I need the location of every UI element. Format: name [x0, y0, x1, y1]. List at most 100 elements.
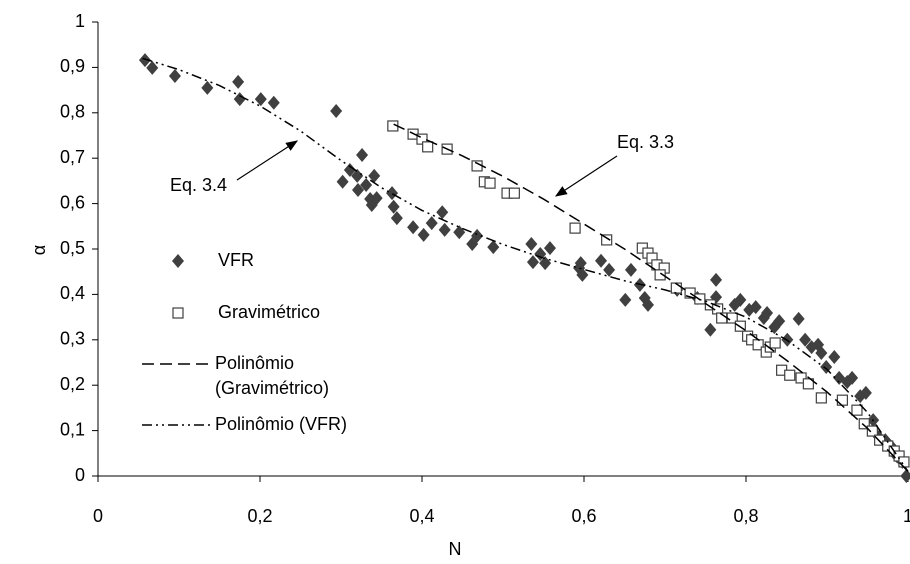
point: [487, 240, 500, 255]
point: [232, 74, 245, 89]
point: [851, 404, 863, 416]
y-tick-label: 0,9: [60, 56, 85, 76]
point: [138, 53, 151, 68]
point: [654, 269, 666, 281]
point: [859, 385, 872, 400]
point: [576, 267, 589, 282]
point: [352, 182, 365, 197]
point: [749, 300, 762, 315]
point: [407, 220, 420, 235]
point: [820, 360, 833, 375]
y-tick-label: 0,3: [60, 329, 85, 349]
annotation: Eq. 3.3: [617, 132, 674, 152]
point: [343, 163, 356, 178]
point: [603, 262, 616, 277]
point: [799, 332, 812, 347]
point: [595, 253, 608, 268]
point: [471, 228, 484, 243]
point: [336, 174, 349, 189]
point: [846, 370, 859, 385]
point: [525, 237, 538, 252]
point: [569, 222, 581, 234]
point: [508, 187, 520, 199]
point: [761, 306, 774, 321]
point: [387, 199, 400, 214]
point: [146, 60, 159, 75]
point: [815, 345, 828, 360]
point: [233, 92, 246, 107]
point: [601, 234, 613, 246]
annotation: Eq. 3.4: [170, 175, 227, 195]
x-tick-label: 0,8: [733, 506, 758, 526]
point: [734, 292, 747, 307]
x-tick-label: 0,6: [571, 506, 596, 526]
point: [417, 227, 430, 242]
point: [453, 225, 466, 240]
point: [898, 456, 910, 468]
point: [386, 186, 399, 201]
point: [710, 272, 723, 287]
point: [416, 133, 428, 145]
point: [526, 255, 539, 270]
point: [368, 168, 381, 183]
x-tick-label: 0,2: [247, 506, 272, 526]
point: [795, 372, 807, 384]
y-tick-label: 0,1: [60, 419, 85, 439]
point: [836, 394, 848, 406]
point: [330, 103, 343, 118]
point: [624, 262, 637, 277]
point: [539, 256, 552, 271]
y-tick-label: 0: [75, 465, 85, 485]
point: [704, 322, 717, 337]
point: [773, 314, 786, 329]
point: [422, 141, 434, 153]
point: [484, 177, 496, 189]
point: [815, 392, 827, 404]
point: [360, 177, 373, 192]
trend-line: [142, 57, 909, 472]
x-tick-label: 0,4: [409, 506, 434, 526]
y-tick-label: 0,8: [60, 102, 85, 122]
point: [254, 92, 267, 107]
point: [390, 211, 403, 226]
x-tick-label: 1: [903, 506, 910, 526]
point: [471, 160, 483, 172]
annotation-arrow: [236, 140, 299, 181]
point: [802, 378, 814, 390]
y-tick-label: 0,2: [60, 374, 85, 394]
x-axis-label: N: [449, 539, 462, 559]
legend-label: VFR: [218, 250, 254, 270]
point: [769, 337, 781, 349]
legend-label: Gravimétrico: [218, 302, 321, 322]
point: [438, 222, 451, 237]
point: [792, 311, 805, 326]
point: [684, 287, 696, 299]
point: [858, 418, 870, 430]
x-tick-label: 0: [93, 506, 103, 526]
point: [356, 148, 369, 163]
point: [543, 241, 556, 256]
point: [641, 297, 654, 312]
point: [370, 191, 383, 206]
point: [784, 369, 796, 381]
y-tick-label: 1: [75, 11, 85, 31]
point: [874, 434, 886, 446]
y-tick-label: 0,7: [60, 147, 85, 167]
annotation-arrow: [554, 155, 618, 197]
legend-label: Polinômio (VFR): [215, 414, 348, 434]
legend-label: Polinômio (Gravimétrico): [215, 353, 330, 398]
point: [168, 69, 181, 84]
legend-marker: [172, 254, 184, 268]
point: [436, 205, 449, 220]
point: [351, 168, 364, 183]
point: [574, 256, 587, 271]
point: [900, 469, 910, 483]
point: [201, 80, 214, 95]
point: [267, 95, 280, 110]
point: [828, 350, 841, 365]
legend-marker: [172, 307, 184, 319]
point: [619, 292, 632, 307]
point: [866, 425, 878, 437]
